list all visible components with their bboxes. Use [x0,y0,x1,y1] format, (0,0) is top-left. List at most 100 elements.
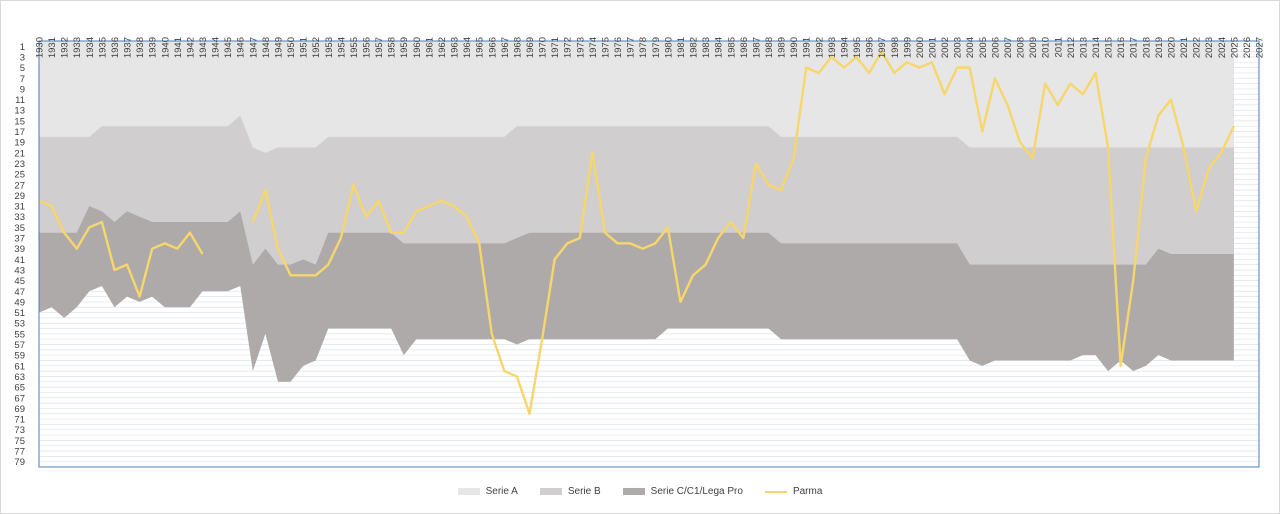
y-tick-label: 45 [14,276,25,287]
x-tick-label: 1952 [311,37,322,58]
x-tick-label: 1975 [600,37,611,58]
y-tick-label: 25 [14,170,25,181]
x-tick-label: 1936 [110,37,121,58]
x-tick-label: 1961 [424,37,435,58]
x-tick-label: 1967 [500,37,511,58]
y-tick-label: 19 [14,138,25,149]
x-tick-label: 2006 [990,37,1001,58]
x-tick-label: 1951 [299,37,310,58]
x-tick-label: 1941 [173,37,184,58]
y-tick-label: 67 [14,393,25,404]
y-tick-label: 7 [20,74,25,85]
y-tick-label: 57 [14,340,25,351]
x-tick-label: 1992 [814,37,825,58]
x-tick-label: 1965 [475,37,486,58]
y-tick-label: 31 [14,202,25,213]
legend-item-serie-b: Serie B [539,486,601,497]
x-tick-label: 1960 [412,37,423,58]
x-tick-label: 1978 [638,37,649,58]
y-tick-label: 77 [14,447,25,458]
x-tick-label: 2027 [1255,37,1266,58]
x-tick-label: 1934 [85,37,96,58]
x-tick-label: 1982 [689,37,700,58]
x-tick-label: 1949 [273,37,284,58]
y-tick-label: 13 [14,106,25,117]
y-tick-label: 33 [14,212,25,223]
plot-border [38,40,1260,468]
y-tick-label: 1 [20,42,25,53]
x-tick-label: 2000 [915,37,926,58]
x-tick-label: 1943 [198,37,209,58]
y-tick-label: 23 [14,159,25,170]
x-tick-label: 1950 [286,37,297,58]
x-tick-label: 1933 [72,37,83,58]
y-tick-label: 75 [14,436,25,447]
legend-swatch-serie-a [457,488,480,495]
x-tick-label: 1931 [47,37,58,58]
x-tick-label: 1976 [613,37,624,58]
y-tick-label: 17 [14,127,25,138]
x-tick-label: 2022 [1192,37,1203,58]
x-tick-label: 1972 [563,37,574,58]
x-tick-label: 1997 [877,37,888,58]
x-tick-label: 1990 [789,37,800,58]
x-tick-label: 1964 [462,37,473,58]
x-tick-label: 1942 [185,37,196,58]
x-tick-label: 1944 [211,37,222,58]
x-tick-label: 1958 [387,37,398,58]
x-tick-label: 1946 [236,37,247,58]
x-tick-label: 1938 [135,37,146,58]
x-tick-label: 2017 [1129,37,1140,58]
x-tick-label: 2018 [1141,37,1152,58]
y-tick-label: 11 [15,95,25,106]
y-tick-label: 51 [14,308,25,319]
x-tick-label: 1932 [60,37,71,58]
x-tick-label: 2010 [1041,37,1052,58]
x-tick-label: 1953 [324,37,335,58]
x-tick-label: 2003 [953,37,964,58]
y-tick-label: 41 [14,255,25,266]
x-tick-label: 1968 [512,37,523,58]
x-tick-label: 2024 [1217,37,1228,58]
x-tick-label: 2013 [1078,37,1089,58]
series-line-parma [38,199,204,298]
legend-swatch-serie-c [622,488,645,495]
x-tick-label: 1947 [248,37,259,58]
x-tick-label: 1930 [35,37,46,58]
x-tick-label: 1988 [764,37,775,58]
y-tick-label: 55 [14,329,25,340]
x-tick-label: 1993 [827,37,838,58]
x-tick-label: 1939 [148,37,159,58]
legend: Serie A Serie B Serie C/C1/Lega Pro Parm… [0,486,1280,497]
chart-svg: 1357911131517192123252729313335373941434… [14,37,1266,468]
x-tick-label: 2009 [1028,37,1039,58]
y-tick-label: 47 [14,287,25,298]
y-tick-label: 5 [20,63,25,74]
x-tick-label: 1986 [739,37,750,58]
x-tick-label: 1971 [550,37,561,58]
x-tick-label: 1974 [588,37,599,58]
x-tick-label: 1963 [450,37,461,58]
y-tick-label: 9 [20,84,25,95]
x-tick-label: 1969 [525,37,536,58]
x-tick-label: 1985 [726,37,737,58]
x-tick-label: 1983 [701,37,712,58]
x-tick-label: 1999 [902,37,913,58]
y-tick-label: 79 [14,457,25,468]
x-tick-label: 1966 [487,37,498,58]
x-tick-label: 1962 [437,37,448,58]
x-tick-label: 2020 [1166,37,1177,58]
x-tick-label: 1994 [839,37,850,58]
x-tick-label: 1973 [575,37,586,58]
x-tick-label: 1940 [160,37,171,58]
y-tick-label: 65 [14,383,25,394]
x-tick-label: 2015 [1104,37,1115,58]
x-tick-label: 1977 [626,37,637,58]
x-tick-label: 1937 [123,37,134,58]
x-tick-label: 2007 [1003,37,1014,58]
y-tick-label: 63 [14,372,25,383]
y-tick-label: 53 [14,319,25,330]
x-tick-label: 1979 [651,37,662,58]
x-tick-label: 1991 [802,37,813,58]
